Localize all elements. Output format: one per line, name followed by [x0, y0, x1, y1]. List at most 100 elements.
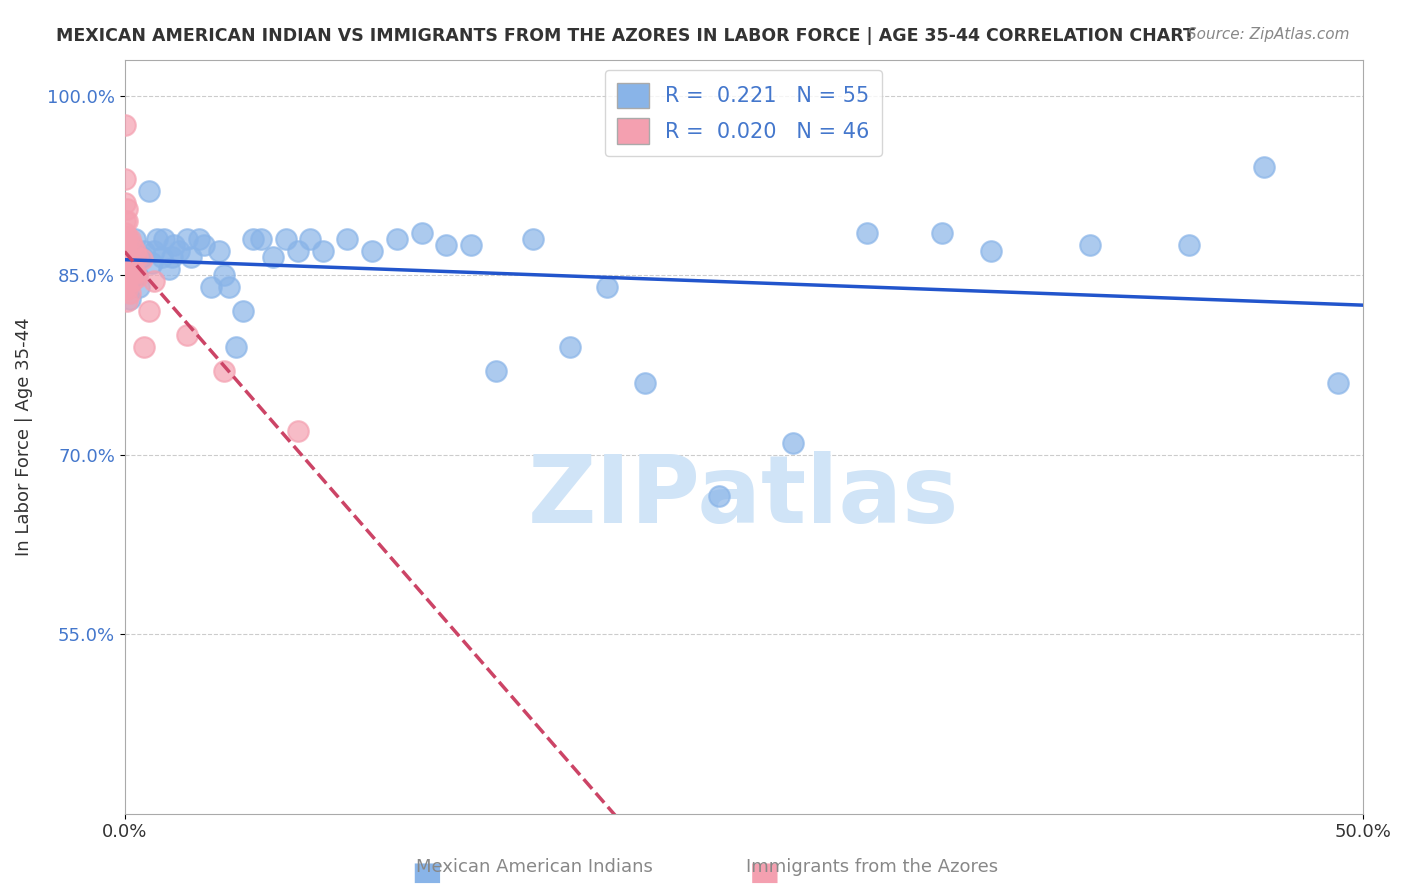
Point — [118, 285, 141, 300]
Point — [141, 256, 163, 270]
Point — [167, 244, 190, 258]
Point — [115, 214, 138, 228]
Point — [980, 244, 1002, 258]
Point — [114, 252, 136, 267]
Point — [1253, 161, 1275, 175]
Point — [411, 226, 433, 240]
Point — [138, 304, 160, 318]
Point — [242, 232, 264, 246]
Point — [176, 232, 198, 246]
Point — [138, 184, 160, 198]
Point — [115, 244, 138, 258]
Text: Source: ZipAtlas.com: Source: ZipAtlas.com — [1187, 27, 1350, 42]
Point — [208, 244, 231, 258]
Point — [115, 250, 138, 264]
Point — [115, 229, 138, 244]
Point — [163, 238, 186, 252]
Point — [287, 424, 309, 438]
Point — [114, 256, 136, 270]
Point — [115, 262, 138, 277]
Point — [485, 364, 508, 378]
Point — [125, 268, 148, 282]
Point — [274, 232, 297, 246]
Point — [121, 274, 143, 288]
Point — [460, 238, 482, 252]
Point — [143, 274, 166, 288]
Point — [143, 244, 166, 258]
Point — [1078, 238, 1101, 252]
Point — [115, 202, 138, 217]
Point — [160, 250, 183, 264]
Point — [124, 266, 146, 280]
Point — [1178, 238, 1201, 252]
Point — [212, 268, 235, 282]
Point — [146, 232, 169, 246]
Point — [114, 172, 136, 186]
Point — [131, 252, 153, 267]
Point — [114, 250, 136, 264]
Point — [114, 196, 136, 211]
Text: ZIPatlas: ZIPatlas — [527, 451, 959, 543]
Point — [180, 250, 202, 264]
Point — [114, 242, 136, 256]
Point — [115, 270, 138, 285]
Point — [187, 232, 209, 246]
Point — [114, 268, 136, 282]
Point — [596, 280, 619, 294]
Point — [150, 250, 173, 264]
Point — [361, 244, 384, 258]
Point — [121, 238, 143, 252]
Point — [114, 238, 136, 252]
Point — [436, 238, 458, 252]
Point — [114, 235, 136, 249]
Point — [128, 280, 150, 294]
Point — [114, 246, 136, 260]
Point — [193, 238, 215, 252]
Point — [1326, 376, 1348, 390]
Point — [287, 244, 309, 258]
Point — [707, 490, 730, 504]
Point — [115, 294, 138, 309]
Point — [114, 214, 136, 228]
Point — [157, 262, 180, 277]
Y-axis label: In Labor Force | Age 35-44: In Labor Force | Age 35-44 — [15, 318, 32, 556]
Point — [299, 232, 322, 246]
Point — [633, 376, 655, 390]
Point — [114, 119, 136, 133]
Text: Immigrants from the Azores: Immigrants from the Azores — [745, 858, 998, 876]
Point — [114, 259, 136, 273]
Point — [134, 244, 156, 258]
Point — [114, 232, 136, 246]
Legend: R =  0.221   N = 55, R =  0.020   N = 46: R = 0.221 N = 55, R = 0.020 N = 46 — [605, 70, 882, 156]
Point — [124, 232, 146, 246]
Text: Mexican American Indians: Mexican American Indians — [416, 858, 652, 876]
Text: MEXICAN AMERICAN INDIAN VS IMMIGRANTS FROM THE AZORES IN LABOR FORCE | AGE 35-44: MEXICAN AMERICAN INDIAN VS IMMIGRANTS FR… — [56, 27, 1195, 45]
Point — [176, 327, 198, 342]
Point — [385, 232, 408, 246]
Point — [782, 435, 804, 450]
Point — [212, 364, 235, 378]
Point — [114, 244, 136, 258]
Point — [114, 274, 136, 288]
Point — [114, 262, 136, 277]
Point — [200, 280, 222, 294]
Point — [121, 259, 143, 273]
Point — [118, 292, 141, 306]
Point — [225, 340, 247, 354]
Point — [856, 226, 879, 240]
Point — [522, 232, 544, 246]
Point — [121, 256, 143, 270]
Point — [115, 282, 138, 296]
Point — [125, 250, 148, 264]
Point — [125, 270, 148, 285]
Point — [560, 340, 582, 354]
Point — [114, 280, 136, 294]
Point — [118, 232, 141, 246]
Point — [153, 232, 176, 246]
Point — [218, 280, 240, 294]
Point — [118, 268, 141, 282]
Point — [114, 266, 136, 280]
Point — [232, 304, 254, 318]
Point — [114, 226, 136, 240]
Point — [131, 250, 153, 264]
